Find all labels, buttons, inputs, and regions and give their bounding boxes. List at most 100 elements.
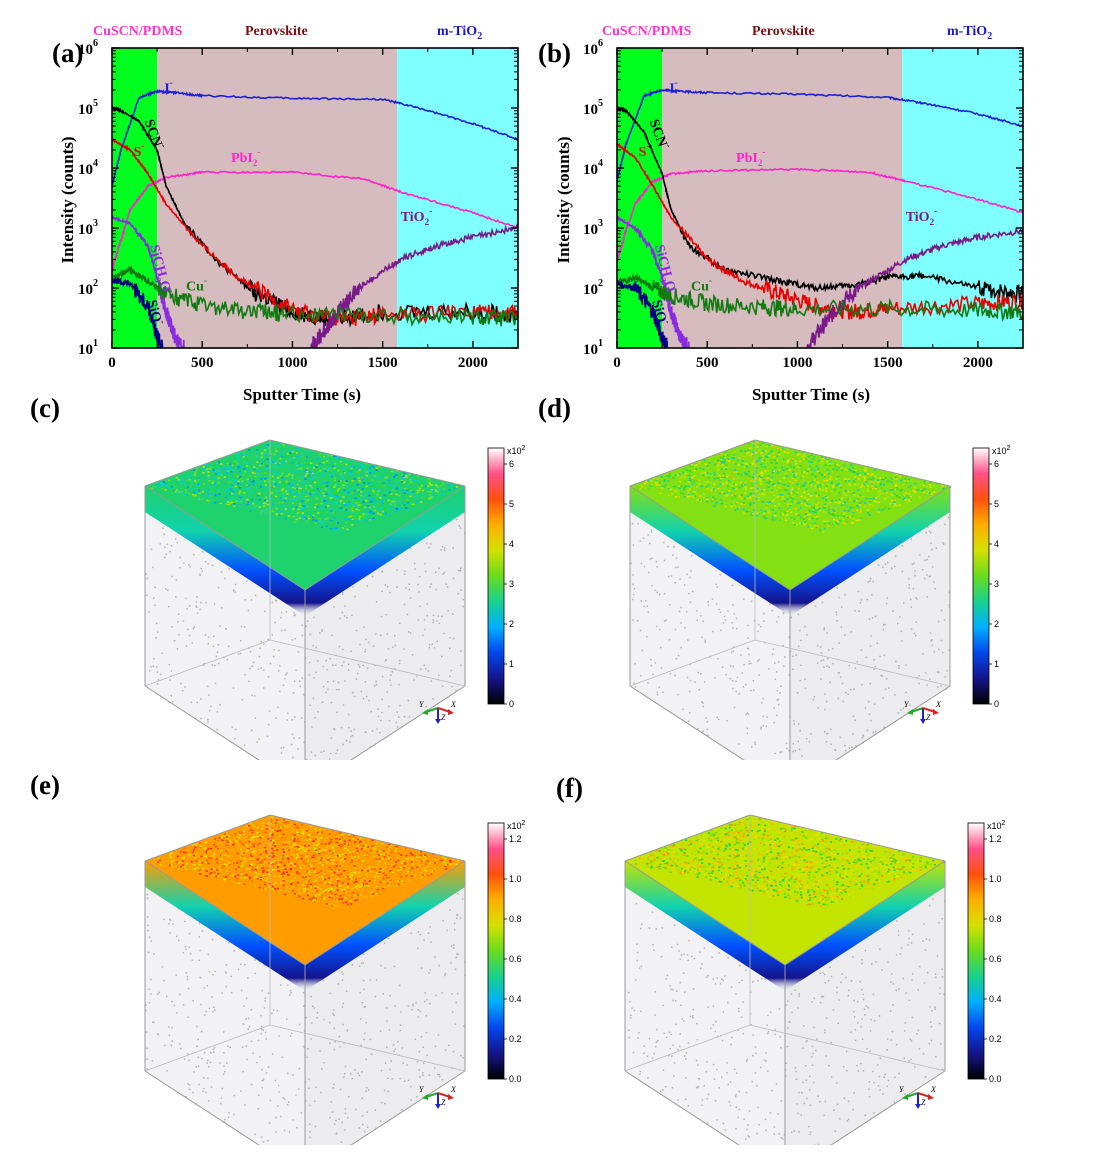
region-label-tio2-b: m-TiO2: [947, 24, 993, 42]
y-tick-label-b: 104: [583, 158, 603, 178]
panel-label-d: (d): [538, 393, 571, 423]
colorbar-tick-d: 1: [994, 659, 999, 669]
series-s-b: [617, 142, 1023, 320]
cube-left-face-d: [630, 486, 790, 760]
y-tick-label-b: 105: [583, 98, 603, 118]
cube-left-face-f: [625, 861, 785, 1145]
colorbar-tick-f: 1.0: [989, 874, 1002, 884]
cube-edges-d: [629, 439, 951, 760]
colorbar-tick-d: 6: [994, 459, 999, 469]
axis-label-z-e: Z: [441, 1098, 446, 1107]
colorbar-tick-d: 4: [994, 539, 999, 549]
series-label-sio-a: SiO-: [143, 297, 168, 327]
series-pbi-b: [617, 167, 1023, 262]
colorbar-tick-c: 6: [509, 459, 514, 469]
series-sich-b: [617, 215, 690, 348]
series-label-tio-a: TiO2-: [401, 206, 432, 227]
layer-band-right-f: [785, 861, 945, 991]
axis-label-y-f: Y: [899, 1085, 905, 1094]
y-tick-label-a: 104: [78, 158, 98, 178]
layer-band-right-d: [790, 486, 950, 616]
axis-triad-d: Y ZX: [904, 700, 942, 724]
colorbar-multiplier-c: x102: [507, 445, 526, 456]
sims-3d-map-c: 0 1 2 3 4 5 6 x102 Y ZX: [144, 439, 526, 760]
cube-right-face-d: [790, 486, 950, 760]
plot-frame-a: [111, 47, 519, 349]
series-label-pbi-b: PbI2-: [736, 147, 765, 168]
axis-label-x-e: X: [450, 1085, 457, 1094]
y-tick-label-a: 105: [78, 98, 98, 118]
sims-depth-profile-chart-b: I-PbI2-SCN-S-TiO2-SiCH3O- Cu-SiO-0 500 1000…: [583, 38, 1024, 371]
region-label-cuscn-a: CuSCN/PDMS: [93, 24, 183, 39]
series-sich-a: [112, 215, 185, 348]
colorbar-c: [487, 447, 505, 705]
series-tio-b: [806, 226, 1023, 348]
x-tick-label-b: 2000: [963, 355, 993, 371]
axis-label-z-d: Z: [926, 713, 931, 722]
series-label-cu-b: Cu-: [691, 276, 712, 295]
panel-label-e: (e): [30, 770, 60, 800]
colorbar-multiplier-d: x102: [992, 445, 1011, 456]
y-tick-label-a: 103: [78, 218, 98, 238]
axis-label-y-c: Y: [419, 700, 425, 709]
cube-edges-f: [624, 814, 946, 1145]
x-axis-title-a: Sputter Time (s): [243, 385, 362, 404]
x-tick-label-b: 1500: [873, 355, 903, 371]
series-i-a: [112, 88, 518, 187]
cube-left-face-e: [145, 861, 305, 1145]
series-label-cu-a: Cu-: [186, 276, 207, 295]
sims-depth-profile-chart-a: I-PbI2-SCN-S-TiO2-SiCH3O- Cu-SiO-0 500 1000…: [78, 38, 519, 371]
cube-top-face-d: [630, 440, 950, 590]
colorbar-tick-f: 1.2: [989, 834, 1002, 844]
cube-edges-c: [144, 439, 466, 760]
series-pbi-a: [112, 170, 518, 273]
series-label-i-a: I-: [164, 78, 172, 97]
cube-left-face-c: [145, 486, 305, 760]
axis-label-y-d: Y: [904, 700, 910, 709]
series-scn-b: [617, 104, 1023, 304]
colorbar-tick-c: 2: [509, 619, 514, 629]
colorbar-tick-c: 4: [509, 539, 514, 549]
series-cu-a: [112, 264, 518, 327]
colorbar-tick-d: 0: [994, 699, 999, 709]
x-tick-label-a: 2000: [458, 355, 488, 371]
y-tick-label-a: 102: [78, 278, 98, 298]
colorbar-tick-c: 1: [509, 659, 514, 669]
series-label-tio-b: TiO2-: [906, 206, 937, 227]
axis-label-z-c: Z: [441, 713, 446, 722]
layer-band-left-e: [145, 861, 305, 991]
colorbar-tick-e: 0.2: [509, 1034, 522, 1044]
series-cu-b: [617, 272, 1023, 322]
region-label-perovskite-a: Perovskite: [245, 24, 308, 39]
region-cuscn-a: [112, 48, 158, 348]
colorbar-tick-e: 0.6: [509, 954, 522, 964]
colorbar-tick-f: 0.0: [989, 1074, 1002, 1084]
layer-band-left-c: [145, 486, 305, 616]
colorbar-tick-c: 3: [509, 579, 514, 589]
colorbar-multiplier-f: x102: [987, 820, 1006, 831]
series-label-pbi-a: PbI2-: [231, 147, 260, 168]
colorbar-d: [972, 447, 990, 705]
colorbar-tick-e: 0.4: [509, 994, 522, 1004]
colorbar-tick-d: 2: [994, 619, 999, 629]
colorbar-tick-e: 0.8: [509, 914, 522, 924]
sims-3d-map-f: 0.0 0.2 0.4 0.6 0.8 1.0 1.2 x102 Y ZX: [624, 814, 1006, 1145]
colorbar-multiplier-e: x102: [507, 820, 526, 831]
panel-label-f: (f): [556, 773, 583, 803]
y-tick-label-b: 102: [583, 278, 603, 298]
panel-label-a: (a): [52, 38, 84, 68]
colorbar-tick-e: 0.0: [509, 1074, 522, 1084]
x-tick-label-a: 0: [108, 355, 116, 371]
x-tick-label-a: 500: [191, 355, 214, 371]
series-sio-b: [617, 279, 668, 348]
axis-triad-e: Y ZX: [419, 1085, 457, 1109]
layer-band-left-d: [630, 486, 790, 616]
layer-band-left-f: [625, 861, 785, 991]
colorbar-tick-d: 3: [994, 579, 999, 589]
series-i-b: [617, 87, 1023, 182]
region-label-cuscn-b: CuSCN/PDMS: [602, 24, 692, 39]
colorbar-tick-f: 0.6: [989, 954, 1002, 964]
axis-label-x-f: X: [930, 1085, 937, 1094]
colorbar-tick-e: 1.2: [509, 834, 522, 844]
x-tick-label-b: 0: [613, 355, 621, 371]
